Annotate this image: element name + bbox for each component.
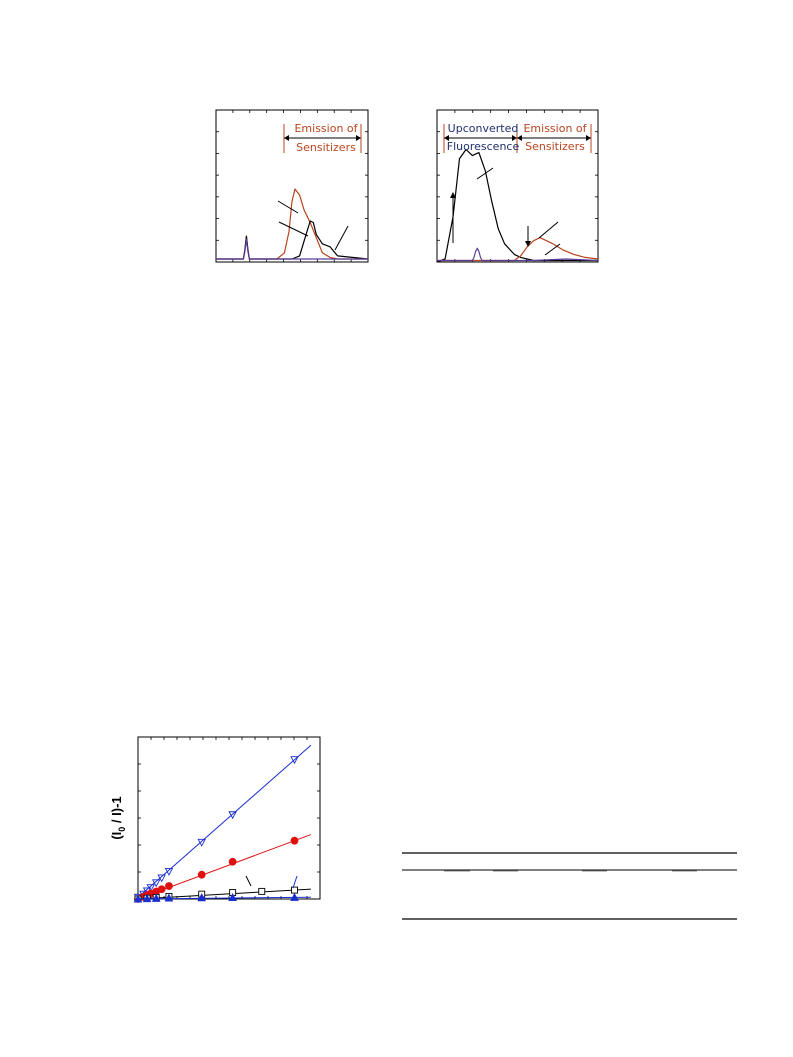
annotation-sensitizers-label-1: Sensitizers [296, 141, 356, 154]
data-point-triangle-up [164, 893, 174, 902]
data-point-triangle-down [157, 874, 166, 883]
annotation-fluorescence-label: Fluorescence [447, 140, 520, 153]
data-table [402, 852, 737, 920]
data-point-circle [197, 870, 206, 879]
data-point-triangle-up [290, 892, 299, 901]
data-point-triangle-down [290, 756, 299, 765]
annotation-upconverted-label: Upconverted [448, 122, 519, 135]
bracket-arrowhead [356, 135, 361, 141]
down-arrowhead [525, 241, 531, 247]
data-point-triangle-up [197, 893, 207, 902]
data-point-circle [157, 885, 166, 894]
data-point-triangle-up [142, 894, 152, 903]
series-line-1 [437, 237, 599, 262]
spectrum-right-frame [436, 109, 599, 263]
data-point-circle [165, 882, 173, 890]
pointer-arrow [278, 221, 309, 237]
up-arrowhead [450, 192, 456, 198]
bracket-arrowhead [444, 135, 449, 141]
data-point-triangle-down [228, 811, 237, 820]
series-line-2 [216, 238, 368, 260]
pointer-arrow [544, 243, 561, 256]
series-line-1 [216, 220, 369, 260]
spectrum-chart-right [436, 109, 599, 263]
data-point-triangle-down [197, 838, 206, 847]
pointer-arrow [538, 221, 559, 239]
bracket-arrowhead [586, 135, 591, 141]
spectrum-chart-left [215, 109, 369, 263]
annotation-emission-label-2: Emission of [523, 122, 587, 135]
bracket-arrowhead [517, 135, 522, 141]
series-line-0 [436, 148, 598, 263]
pointer-arrow [334, 225, 349, 251]
data-point-circle [290, 836, 299, 845]
pointer-arrow [245, 875, 252, 887]
series-line-2 [437, 247, 599, 262]
y-axis-label: (I0 / I)-1 [109, 796, 127, 839]
data-point-triangle-up [151, 893, 161, 902]
data-point-square [258, 887, 266, 895]
pointer-arrow [277, 200, 299, 214]
data-point-circle [228, 857, 237, 866]
data-point-triangle-up [228, 892, 237, 902]
annotation-emission-label-1: Emission of [294, 122, 358, 135]
bracket-arrowhead [512, 135, 517, 141]
data-point-triangle-down [146, 884, 155, 893]
spectrum-left-frame [215, 109, 369, 263]
annotation-sensitizers-label-2: Sensitizers [525, 140, 585, 153]
pointer-arrow [292, 875, 298, 889]
bracket-arrowhead [284, 135, 289, 141]
data-point-triangle-down [164, 868, 174, 876]
data-point-triangle-up [133, 894, 143, 903]
pointer-arrow [476, 167, 494, 180]
fit-line-0 [137, 744, 312, 898]
data-point-triangle-down [151, 879, 161, 888]
series-line-0 [216, 188, 368, 260]
data-point-square [291, 886, 298, 894]
stern-volmer-chart [133, 736, 321, 903]
